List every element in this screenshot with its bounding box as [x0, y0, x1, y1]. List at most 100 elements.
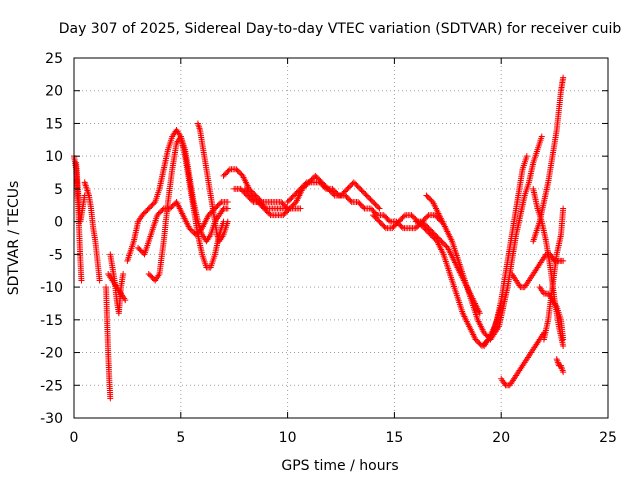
data-point	[361, 189, 368, 196]
data-point	[371, 213, 378, 220]
data-point	[329, 185, 336, 192]
data-point	[347, 197, 354, 204]
data-point	[296, 187, 303, 194]
y-axis-title: SDTVAR / TECUs	[6, 181, 22, 296]
data-point	[368, 197, 375, 204]
data-point	[225, 167, 232, 174]
x-tick-label: 25	[599, 430, 617, 446]
x-axis-tick-labels: 0 5 10 15 20 25	[70, 430, 617, 446]
data-point	[141, 209, 148, 216]
data-point	[285, 206, 292, 213]
data-point	[107, 395, 114, 402]
data-point	[294, 188, 301, 195]
plot-frame	[73, 57, 609, 419]
data-point	[279, 200, 286, 207]
data-point	[316, 179, 323, 186]
data-point	[384, 216, 391, 223]
data-point	[196, 227, 203, 234]
data-point	[442, 242, 449, 249]
data-point	[398, 223, 405, 230]
data-point	[393, 221, 400, 228]
data-point	[188, 227, 195, 234]
y-tick-label: 5	[54, 182, 63, 198]
data-point	[438, 238, 445, 245]
data-point	[205, 212, 212, 219]
data-point	[346, 196, 353, 203]
data-point	[399, 214, 406, 221]
data-point	[263, 208, 270, 215]
data-point	[330, 187, 337, 194]
data-point	[243, 187, 250, 194]
data-point	[353, 181, 360, 188]
data-point	[244, 188, 251, 195]
data-point	[298, 184, 305, 191]
data-point	[224, 205, 231, 212]
data-points	[71, 74, 567, 402]
data-point	[475, 339, 482, 346]
data-point	[358, 187, 365, 194]
data-point	[342, 192, 349, 199]
data-point	[253, 197, 260, 204]
y-tick-label: -5	[49, 247, 63, 263]
data-point	[248, 192, 255, 199]
data-point	[297, 205, 304, 212]
data-point	[167, 205, 174, 212]
data-point	[363, 192, 370, 199]
data-point	[154, 212, 161, 219]
y-tick-label: -15	[40, 313, 63, 329]
data-point	[380, 212, 387, 219]
y-tick-label: -10	[40, 280, 63, 296]
data-point	[435, 235, 442, 242]
data-point	[262, 206, 269, 213]
data-point	[372, 201, 379, 208]
data-point	[284, 208, 291, 215]
data-point	[391, 222, 398, 229]
data-point	[344, 185, 351, 192]
data-point	[140, 210, 147, 217]
data-point	[144, 206, 151, 213]
data-point	[245, 189, 252, 196]
data-point	[359, 188, 366, 195]
data-point	[137, 247, 144, 254]
data-point	[357, 201, 364, 208]
data-point	[381, 223, 388, 230]
x-tick-label: 15	[385, 430, 403, 446]
data-point	[358, 202, 365, 209]
data-point	[145, 205, 152, 212]
data-point	[560, 205, 567, 212]
data-point	[282, 209, 289, 216]
data-point	[482, 331, 489, 338]
data-point	[348, 181, 355, 188]
data-point	[217, 200, 224, 207]
data-point	[149, 201, 156, 208]
data-point	[321, 184, 328, 191]
data-point	[396, 217, 403, 224]
data-point	[397, 222, 404, 229]
data-point	[476, 340, 483, 347]
data-point	[264, 209, 271, 216]
data-point	[168, 204, 175, 211]
y-tick-label: 0	[54, 215, 63, 231]
data-point	[434, 234, 441, 241]
data-point	[379, 221, 386, 228]
data-point	[355, 184, 362, 191]
data-point	[156, 209, 163, 216]
data-point	[319, 181, 326, 188]
data-point	[370, 212, 377, 219]
data-point	[345, 184, 352, 191]
data-point	[155, 210, 162, 217]
data-point	[383, 214, 390, 221]
data-point	[224, 168, 231, 175]
data-point	[429, 229, 436, 236]
data-point	[560, 369, 567, 376]
data-point	[424, 193, 431, 200]
data-point	[431, 231, 438, 238]
data-point	[382, 213, 389, 220]
data-point	[284, 199, 291, 205]
data-point	[254, 199, 261, 205]
data-point	[221, 171, 228, 178]
data-point	[312, 172, 319, 179]
data-point	[343, 193, 350, 200]
